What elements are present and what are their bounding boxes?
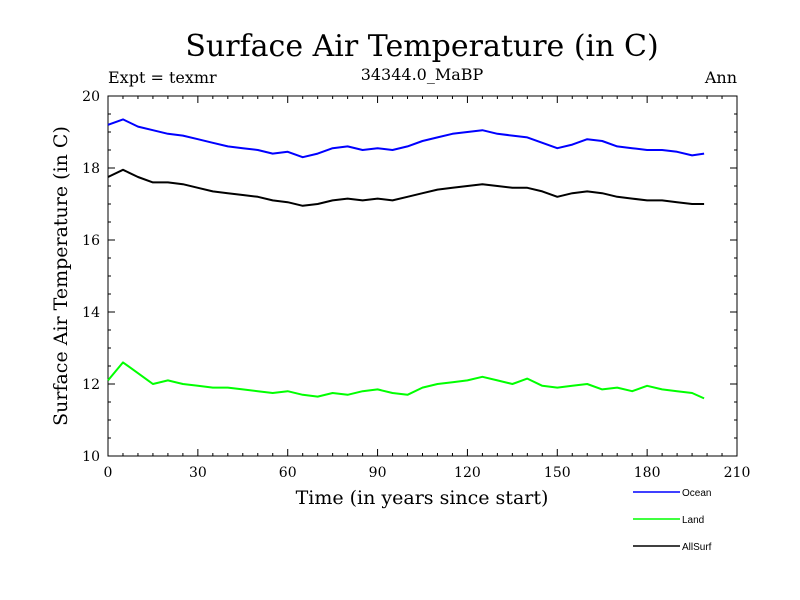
- x-tick-label: 210: [724, 465, 751, 481]
- series-line-ocean: [107, 118, 705, 159]
- y-tick-label: 10: [82, 449, 100, 465]
- x-tick-label: 0: [104, 465, 113, 481]
- x-tick-label: 150: [544, 465, 571, 481]
- series-lines: [107, 118, 705, 400]
- series-line-allsurf: [107, 168, 705, 207]
- chart-title: Surface Air Temperature (in C): [185, 29, 658, 64]
- season-label: Ann: [704, 68, 737, 87]
- x-tick-label: 30: [189, 465, 207, 481]
- y-tick-label: 12: [82, 377, 100, 393]
- experiment-label: Expt = texmr: [108, 68, 217, 87]
- y-axis-label: Surface Air Temperature (in C): [50, 126, 72, 426]
- period-label: 34344.0_MaBP: [361, 65, 484, 84]
- series-line-land: [107, 361, 705, 400]
- x-axis-label: Time (in years since start): [296, 487, 549, 509]
- x-tick-labels: 0 30 60 90 120 150 180 210: [104, 465, 751, 481]
- x-tick-label: 90: [369, 465, 387, 481]
- axis-ticks: [107, 95, 738, 457]
- x-tick-label: 120: [454, 465, 481, 481]
- y-tick-labels: 10 12 14 16 18 20: [82, 89, 100, 465]
- legend: Ocean Land AllSurf: [633, 488, 712, 553]
- legend-label-land: Land: [682, 515, 704, 526]
- y-tick-label: 18: [82, 161, 100, 177]
- y-tick-label: 20: [82, 89, 100, 105]
- y-tick-label: 14: [82, 305, 100, 321]
- legend-label-allsurf: AllSurf: [682, 542, 712, 553]
- x-tick-label: 180: [634, 465, 661, 481]
- y-tick-label: 16: [82, 233, 100, 249]
- x-tick-label: 60: [279, 465, 297, 481]
- legend-label-ocean: Ocean: [682, 488, 711, 499]
